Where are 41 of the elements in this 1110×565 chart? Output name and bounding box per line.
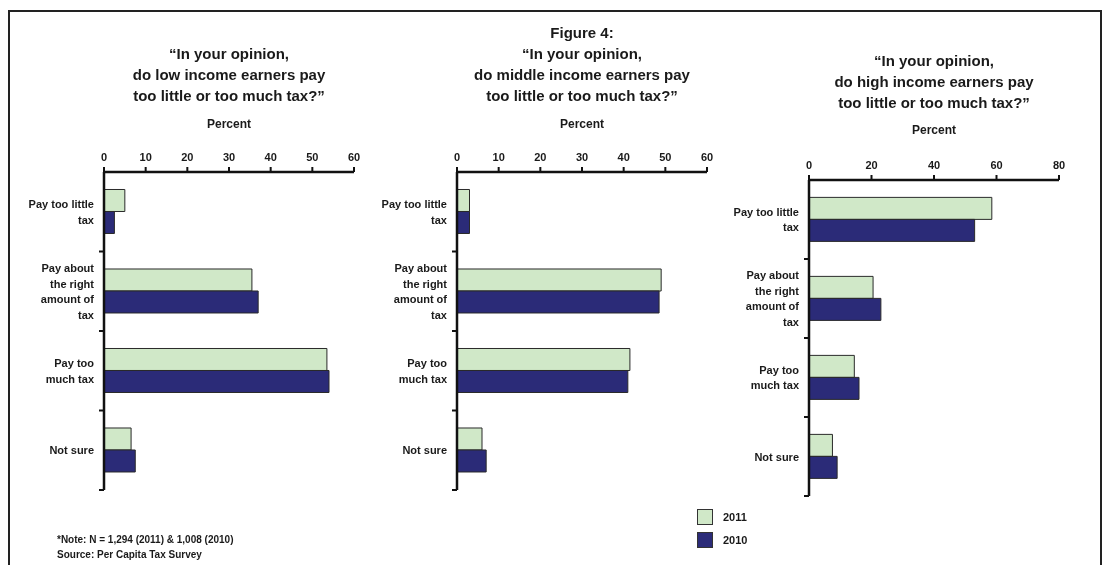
x-tick-label: 30	[222, 151, 236, 163]
x-tick-label: 20	[534, 151, 547, 163]
legend-label: 2011	[723, 510, 747, 523]
chart-title: “In your opinion, do low income earners pay too little or too much tax?”	[131, 44, 327, 106]
x-tick-label: 60	[347, 151, 361, 163]
x-tick-label: 40	[927, 159, 941, 171]
x-tick-label: 50	[659, 151, 672, 163]
y-tick-label: Not sure	[754, 450, 799, 463]
x-tick-label: 0	[805, 159, 813, 171]
legend-label: 2010	[723, 533, 748, 546]
x-tick-label: 50	[306, 151, 319, 163]
x-tick-label: 0	[453, 151, 461, 163]
x-tick-label: 10	[492, 151, 505, 163]
y-tick-label: Pay too little tax	[28, 198, 95, 226]
y-tick-label: Pay too much tax	[750, 363, 800, 392]
x-tick-label: 20	[865, 159, 878, 171]
x-tick-label: 80	[1052, 159, 1066, 171]
y-tick-label: Pay too much tax	[45, 357, 95, 385]
y-tick-label: Pay too little tax	[733, 205, 800, 234]
x-tick-label: 0	[100, 151, 108, 163]
y-tick-label: Pay about the right amount of tax	[40, 262, 95, 321]
y-tick-label: Not sure	[402, 444, 447, 457]
x-tick-label: 20	[181, 151, 194, 163]
y-tick-label: Pay too much tax	[398, 357, 448, 385]
x-axis-title: Percent	[206, 116, 252, 132]
x-tick-label: 40	[264, 151, 277, 163]
x-tick-label: 60	[700, 151, 714, 163]
y-tick-label: Pay too little tax	[381, 198, 448, 226]
text: *Note: N = 1,294 (2011) & 1,008 (2010)	[57, 533, 234, 547]
x-tick-label: 40	[617, 151, 630, 163]
source-note: Source: Per Capita Tax Survey	[57, 548, 203, 562]
x-axis-title: Percent	[559, 116, 605, 132]
y-tick-label: Not sure	[49, 444, 94, 457]
x-tick-label: 60	[990, 159, 1003, 171]
x-axis-title: Percent	[911, 122, 957, 138]
x-tick-label: 10	[139, 151, 152, 163]
chart-title: “In your opinion, do high income earners pay too little or too much tax?”	[833, 51, 1035, 113]
chart-title: Figure 4: “In your opinion, do middle income earners pay too little or too much tax?”	[473, 23, 691, 106]
x-tick-label: 30	[575, 151, 589, 163]
y-tick-label: Pay about the right amount of tax	[745, 269, 800, 328]
y-tick-label: Pay about the right amount of tax	[393, 262, 448, 321]
